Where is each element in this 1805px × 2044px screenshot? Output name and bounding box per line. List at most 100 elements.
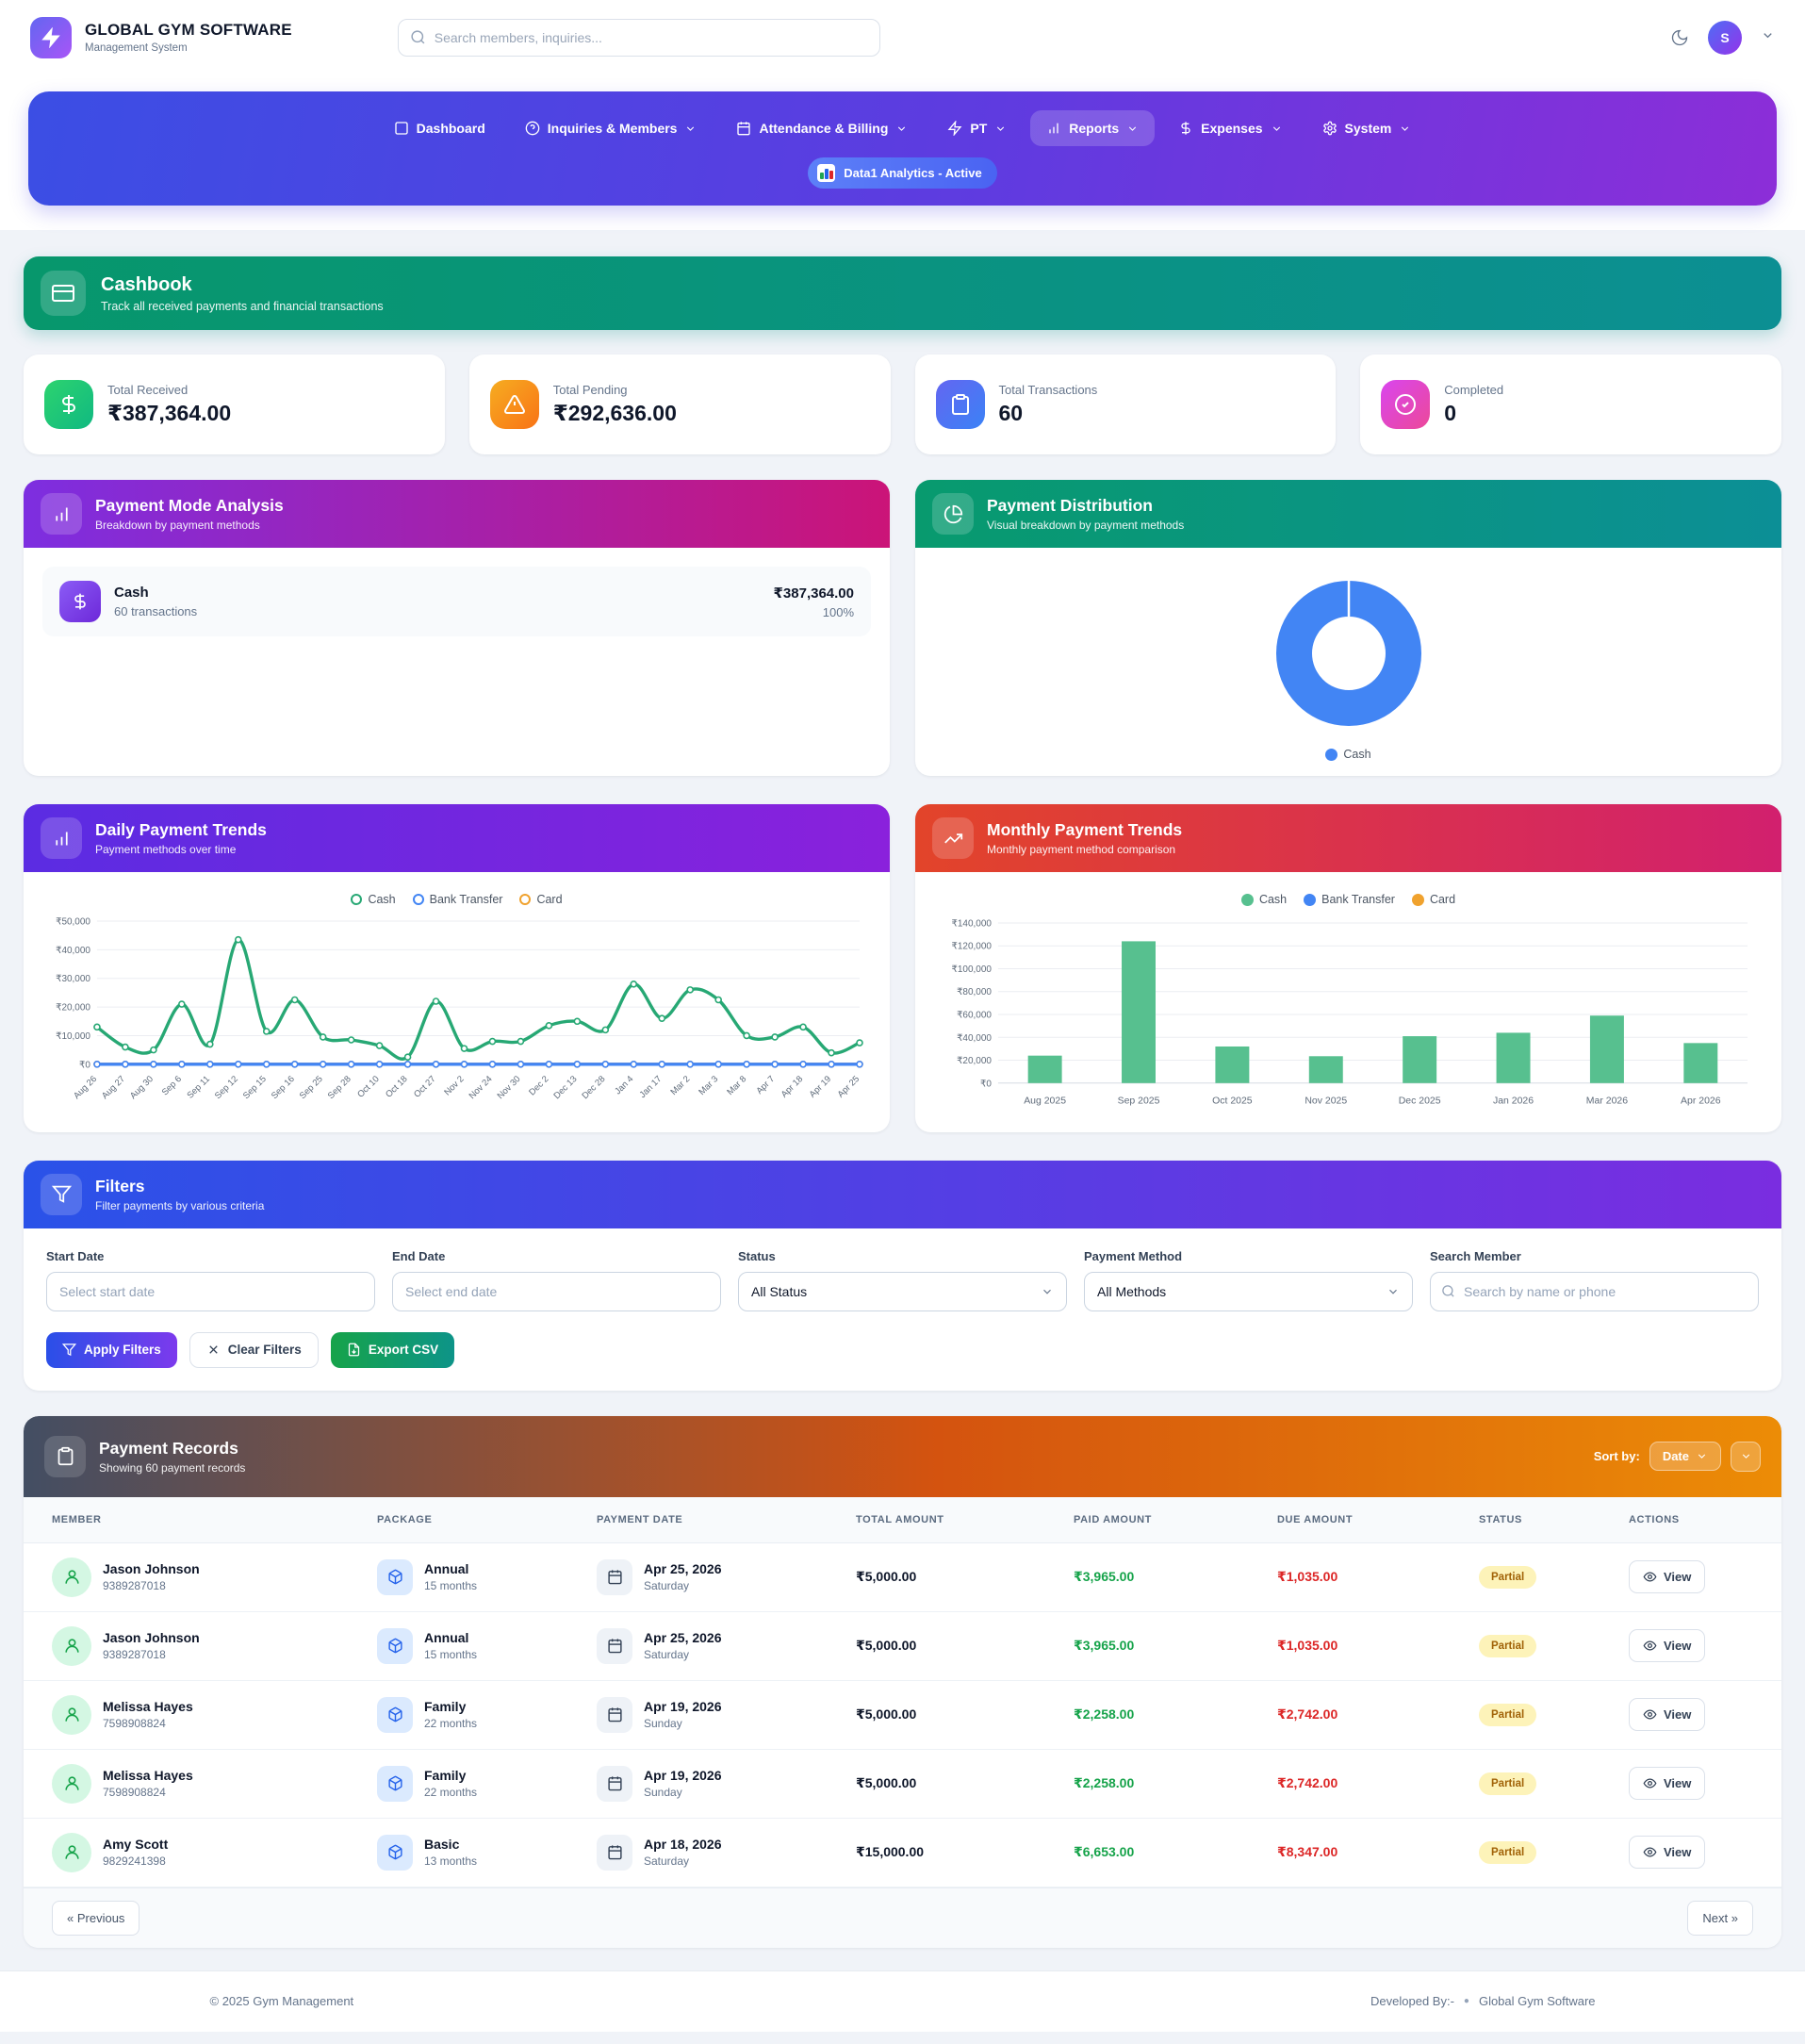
- help-circle-icon: [525, 121, 540, 136]
- sort-by-button[interactable]: Date: [1649, 1442, 1721, 1472]
- nav-item-dashboard[interactable]: Dashboard: [378, 110, 501, 146]
- eye-icon: [1643, 1709, 1657, 1720]
- view-button[interactable]: View: [1629, 1767, 1706, 1801]
- global-search[interactable]: [397, 18, 880, 57]
- analytics-status-badge[interactable]: Data1 Analytics - Active: [808, 157, 997, 189]
- package-duration: 22 months: [424, 1786, 478, 1800]
- view-button[interactable]: View: [1629, 1629, 1706, 1663]
- package-duration: 22 months: [424, 1717, 478, 1731]
- dashboard-icon: [394, 121, 409, 136]
- monthly-legend: Cash Bank Transfer Card: [934, 891, 1763, 912]
- svg-text:Jan 17: Jan 17: [637, 1074, 664, 1100]
- package-icon: [377, 1765, 413, 1802]
- stat-total-pending: Total Pending ₹292,636.00: [468, 354, 891, 454]
- svg-text:Mar 2026: Mar 2026: [1586, 1096, 1628, 1107]
- svg-text:₹100,000: ₹100,000: [952, 964, 993, 975]
- gear-icon: [1322, 121, 1337, 136]
- member-search-input[interactable]: [1430, 1271, 1759, 1311]
- legend-swatch: [1411, 893, 1424, 906]
- previous-page-button[interactable]: « Previous: [52, 1900, 140, 1936]
- package-name: Family: [424, 1699, 467, 1715]
- member-name: Melissa Hayes: [103, 1768, 193, 1784]
- legend-item-bank-transfer[interactable]: Bank Transfer: [1304, 893, 1395, 906]
- svg-text:Sep 11: Sep 11: [185, 1074, 212, 1101]
- package-name: Family: [424, 1768, 467, 1784]
- page-title: Cashbook: [101, 273, 192, 295]
- dark-mode-toggle[interactable]: [1670, 28, 1689, 47]
- calendar-icon: [597, 1834, 632, 1871]
- daily-legend: Cash Bank Transfer Card: [42, 891, 871, 912]
- stat-completed: Completed 0: [1360, 354, 1781, 454]
- next-page-button[interactable]: Next »: [1687, 1900, 1753, 1936]
- export-csv-button[interactable]: Export CSV: [330, 1331, 455, 1368]
- sort-direction-button[interactable]: [1731, 1441, 1761, 1472]
- legend-item-card[interactable]: Card: [519, 893, 563, 906]
- view-button[interactable]: View: [1629, 1560, 1706, 1594]
- legend-swatch: [1304, 893, 1317, 906]
- view-button[interactable]: View: [1629, 1698, 1706, 1732]
- search-input[interactable]: [434, 29, 868, 45]
- page-subtitle: Track all received payments and financia…: [101, 299, 384, 313]
- legend-swatch: [519, 894, 532, 905]
- profile-chevron-icon[interactable]: [1761, 28, 1775, 47]
- payment-method-select[interactable]: All Methods: [1084, 1271, 1413, 1311]
- package-name: Basic: [424, 1837, 460, 1853]
- member-name: Jason Johnson: [103, 1630, 200, 1646]
- avatar[interactable]: S: [1708, 20, 1742, 55]
- file-download-icon: [348, 1343, 359, 1357]
- status-select[interactable]: All Status: [738, 1271, 1067, 1311]
- legend-item-cash[interactable]: Cash: [1240, 893, 1287, 906]
- bar-chart-icon: [41, 817, 82, 859]
- column-header-status: STATUS: [1479, 1513, 1522, 1525]
- legend-item-bank-transfer[interactable]: Bank Transfer: [412, 893, 502, 906]
- search-icon: [411, 30, 425, 44]
- legend-item-cash[interactable]: Cash: [351, 893, 396, 906]
- paid-amount: ₹6,653.00: [1074, 1844, 1135, 1860]
- app-title: GLOBAL GYM SOFTWARE: [85, 21, 292, 39]
- svg-text:Apr 2026: Apr 2026: [1681, 1096, 1721, 1107]
- svg-text:Aug 26: Aug 26: [72, 1074, 99, 1101]
- calendar-icon: [736, 121, 751, 136]
- legend-item-cash[interactable]: Cash: [1325, 748, 1371, 761]
- svg-text:₹30,000: ₹30,000: [56, 974, 90, 984]
- end-date-input[interactable]: [392, 1271, 721, 1311]
- package-name: Annual: [424, 1561, 469, 1577]
- chevron-down-icon: [1126, 123, 1139, 135]
- calendar-icon: [597, 1765, 632, 1802]
- nav-item-inquiries-members[interactable]: Inquiries & Members: [509, 110, 714, 146]
- payment-mode-analysis-card: Payment Mode Analysis Breakdown by paymen…: [24, 480, 890, 776]
- chevron-down-icon: [895, 123, 908, 135]
- table-row: Melissa Hayes 7598908824 Family 22 months …: [24, 1749, 1781, 1819]
- paid-amount: ₹3,965.00: [1074, 1569, 1135, 1585]
- member-avatar: [52, 1694, 91, 1735]
- chevron-down-icon: [1389, 1289, 1397, 1294]
- start-date-input[interactable]: [46, 1271, 375, 1311]
- nav-item-pt[interactable]: PT: [931, 110, 1023, 146]
- column-header-member: MEMBER: [52, 1513, 102, 1525]
- status-badge: Partial: [1479, 1840, 1537, 1864]
- nav-item-expenses[interactable]: Expenses: [1162, 110, 1298, 146]
- daily-trends-card: Daily Payment Trends Payment methods over…: [24, 804, 890, 1132]
- stats-row: Total Received ₹387,364.00 Total Pending ₹…: [24, 354, 1781, 454]
- member-phone: 7598908824: [103, 1717, 166, 1731]
- legend-item-card[interactable]: Card: [1411, 893, 1455, 906]
- status-badge: Partial: [1479, 1634, 1537, 1657]
- nav-item-system[interactable]: System: [1306, 110, 1428, 146]
- check-circle-icon: [1381, 380, 1431, 429]
- svg-text:Apr 7: Apr 7: [754, 1074, 777, 1096]
- member-phone: 9389287018: [103, 1579, 166, 1593]
- clear-filters-button[interactable]: Clear Filters: [189, 1331, 319, 1368]
- filter-payment-method: Payment Method All Methods: [1084, 1249, 1413, 1311]
- member-avatar: [52, 1625, 91, 1666]
- bar-chart-icon: [41, 493, 82, 535]
- nav-item-attendance-billing[interactable]: Attendance & Billing: [720, 110, 924, 146]
- svg-text:₹20,000: ₹20,000: [56, 1003, 90, 1014]
- view-button[interactable]: View: [1629, 1836, 1706, 1870]
- svg-text:Nov 24: Nov 24: [468, 1074, 495, 1101]
- status-badge: Partial: [1479, 1703, 1537, 1726]
- apply-filters-button[interactable]: Apply Filters: [46, 1331, 177, 1368]
- svg-text:Sep 16: Sep 16: [270, 1074, 297, 1101]
- due-amount: ₹1,035.00: [1277, 1569, 1338, 1585]
- legend-swatch: [351, 894, 363, 905]
- nav-item-reports[interactable]: Reports: [1030, 110, 1156, 146]
